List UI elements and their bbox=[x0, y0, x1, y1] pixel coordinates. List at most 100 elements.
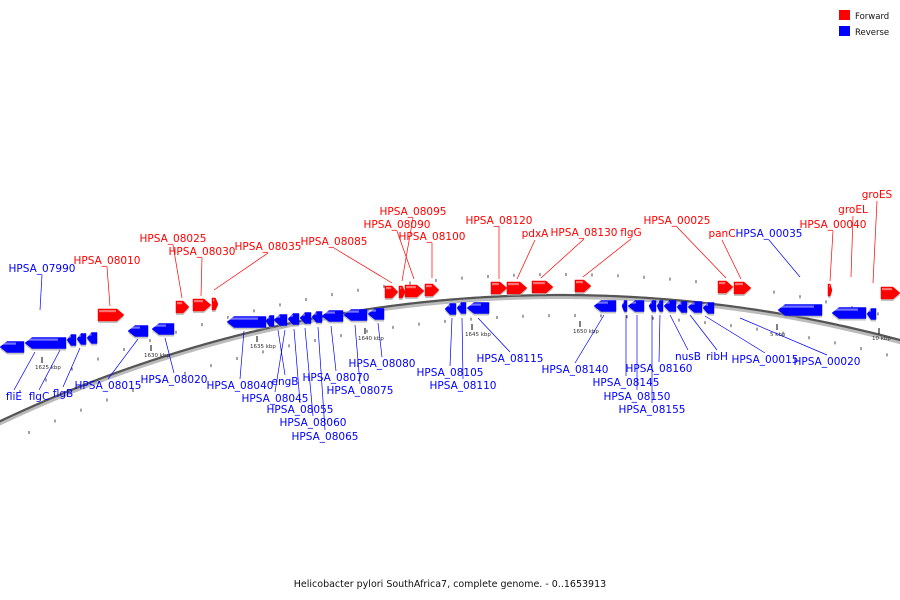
svg-text:HPSA_08075: HPSA_08075 bbox=[327, 385, 394, 397]
svg-text:pdxA: pdxA bbox=[522, 228, 550, 240]
legend-reverse-label: Reverse bbox=[855, 28, 889, 38]
gene-arrow bbox=[76, 333, 87, 347]
gene-arrow bbox=[456, 302, 467, 316]
svg-text:HPSA_08065: HPSA_08065 bbox=[292, 431, 359, 443]
scale-tick-label: 5 kbp bbox=[770, 332, 786, 338]
gene-arrow bbox=[0, 341, 25, 355]
gene-label: HPSA_08060 bbox=[280, 327, 346, 429]
gene-label: fliE bbox=[6, 351, 36, 403]
gene-arrow bbox=[663, 300, 677, 314]
gene-label: flgC bbox=[29, 349, 61, 403]
svg-text:HPSA_08110: HPSA_08110 bbox=[430, 380, 497, 392]
svg-text:HPSA_08105: HPSA_08105 bbox=[417, 367, 484, 379]
svg-text:HPSA_00020: HPSA_00020 bbox=[794, 356, 861, 368]
svg-text:HPSA_08055: HPSA_08055 bbox=[267, 404, 334, 416]
gene-label: HPSA_08150 bbox=[604, 315, 670, 403]
gene-label: HPSA_07990 bbox=[9, 263, 75, 311]
legend: Forward Reverse bbox=[839, 10, 889, 38]
gene-label: HPSA_08025 bbox=[140, 233, 207, 299]
gene-label: HPSA_08040 bbox=[207, 330, 274, 392]
gene-label: HPSA_08100 bbox=[399, 231, 466, 278]
svg-text:HPSA_08020: HPSA_08020 bbox=[141, 374, 208, 386]
gene-label: HPSA_08020 bbox=[141, 337, 208, 386]
gene-label: HPSA_00020 bbox=[739, 317, 861, 368]
gene-label: flgG bbox=[582, 227, 642, 278]
svg-text:HPSA_08080: HPSA_08080 bbox=[349, 358, 416, 370]
gene-label: HPSA_08065 bbox=[292, 326, 359, 443]
gene-label: nusB bbox=[669, 314, 701, 363]
svg-text:HPSA_00040: HPSA_00040 bbox=[800, 219, 867, 231]
gene-arrow bbox=[444, 303, 457, 317]
gene-arrow bbox=[192, 298, 212, 313]
gene-label: panC bbox=[708, 228, 742, 280]
svg-text:HPSA_08010: HPSA_08010 bbox=[74, 255, 141, 267]
gene-arrow bbox=[831, 307, 867, 321]
svg-text:HPSA_08045: HPSA_08045 bbox=[242, 393, 309, 405]
gene-arrow bbox=[86, 332, 98, 346]
svg-text:HPSA_08140: HPSA_08140 bbox=[542, 364, 609, 376]
gene-arrow bbox=[656, 300, 664, 314]
gene-label: HPSA_08030 bbox=[169, 246, 236, 297]
gene-arrow bbox=[24, 337, 67, 351]
svg-text:HPSA_08035: HPSA_08035 bbox=[235, 241, 302, 253]
legend-forward-label: Forward bbox=[855, 12, 889, 22]
map-caption: Helicobacter pylori SouthAfrica7, comple… bbox=[294, 579, 606, 590]
gene-arrow bbox=[531, 280, 554, 295]
scale-tick-label: 1625 kbp bbox=[35, 365, 61, 371]
gene-label: HPSA_08110 bbox=[430, 317, 497, 392]
gene-arrow bbox=[687, 301, 703, 315]
gene-arrow bbox=[627, 300, 645, 314]
svg-text:HPSA_08115: HPSA_08115 bbox=[477, 353, 544, 365]
gene-arrow bbox=[506, 281, 528, 296]
gene-arrow bbox=[66, 334, 77, 348]
scale-tick-label: 1650 kbp bbox=[573, 329, 599, 335]
svg-text:HPSA_08120: HPSA_08120 bbox=[466, 215, 533, 227]
gene-label: HPSA_08010 bbox=[74, 255, 141, 307]
svg-text:flgC: flgC bbox=[29, 391, 50, 403]
svg-text:HPSA_08040: HPSA_08040 bbox=[207, 380, 274, 392]
svg-text:HPSA_08095: HPSA_08095 bbox=[380, 206, 447, 218]
gene-arrow bbox=[717, 280, 734, 295]
legend-forward-swatch bbox=[839, 10, 850, 20]
svg-text:fliE: fliE bbox=[6, 391, 22, 403]
gene-label: HPSA_00015 bbox=[704, 315, 799, 366]
scale-tick-label: 1645 kbp bbox=[465, 332, 491, 338]
svg-text:HPSA_08070: HPSA_08070 bbox=[303, 372, 370, 384]
genome-backbone bbox=[0, 293, 900, 426]
gene-arrow bbox=[621, 300, 628, 314]
gene-arrow bbox=[648, 300, 657, 314]
svg-text:groES: groES bbox=[862, 189, 893, 201]
svg-text:HPSA_00015: HPSA_00015 bbox=[732, 354, 799, 366]
gene-label: HPSA_08055 bbox=[267, 328, 334, 416]
gene-label: HPSA_08155 bbox=[619, 315, 685, 416]
gene-label: HPSA_08140 bbox=[542, 314, 609, 376]
gene-label: HPSA_08090 bbox=[364, 219, 430, 280]
gene-arrow bbox=[733, 281, 752, 296]
svg-text:HPSA_08100: HPSA_08100 bbox=[399, 231, 466, 243]
gene-arrow bbox=[384, 285, 399, 300]
gene-label: ribH bbox=[689, 314, 728, 363]
svg-text:HPSA_08025: HPSA_08025 bbox=[140, 233, 207, 245]
svg-text:HPSA_08030: HPSA_08030 bbox=[169, 246, 236, 258]
gene-label: HPSA_08145 bbox=[593, 315, 659, 389]
gene-arrow bbox=[226, 316, 267, 330]
backbone-shadow bbox=[0, 293, 900, 426]
gene-label: HPSA_08080 bbox=[349, 322, 416, 370]
svg-text:ribH: ribH bbox=[706, 351, 728, 363]
gene-label: HPSA_08070 bbox=[303, 325, 370, 384]
svg-text:panC: panC bbox=[708, 228, 735, 240]
gene-arrow bbox=[404, 284, 425, 299]
scale-tick-label: 10 kbp bbox=[872, 336, 891, 342]
gene-label: HPSA_00040 bbox=[800, 219, 867, 282]
gene-arrow bbox=[127, 325, 149, 339]
gene-label: HPSA_08045 bbox=[242, 329, 309, 405]
svg-text:groEL: groEL bbox=[838, 204, 868, 216]
svg-text:HPSA_08160: HPSA_08160 bbox=[626, 363, 693, 375]
gene-arrow bbox=[273, 314, 288, 328]
gene-arrow bbox=[151, 323, 175, 337]
svg-text:HPSA_08015: HPSA_08015 bbox=[75, 380, 142, 392]
gene-label: HPSA_08160 bbox=[626, 314, 693, 375]
gene-arrow bbox=[175, 300, 190, 315]
